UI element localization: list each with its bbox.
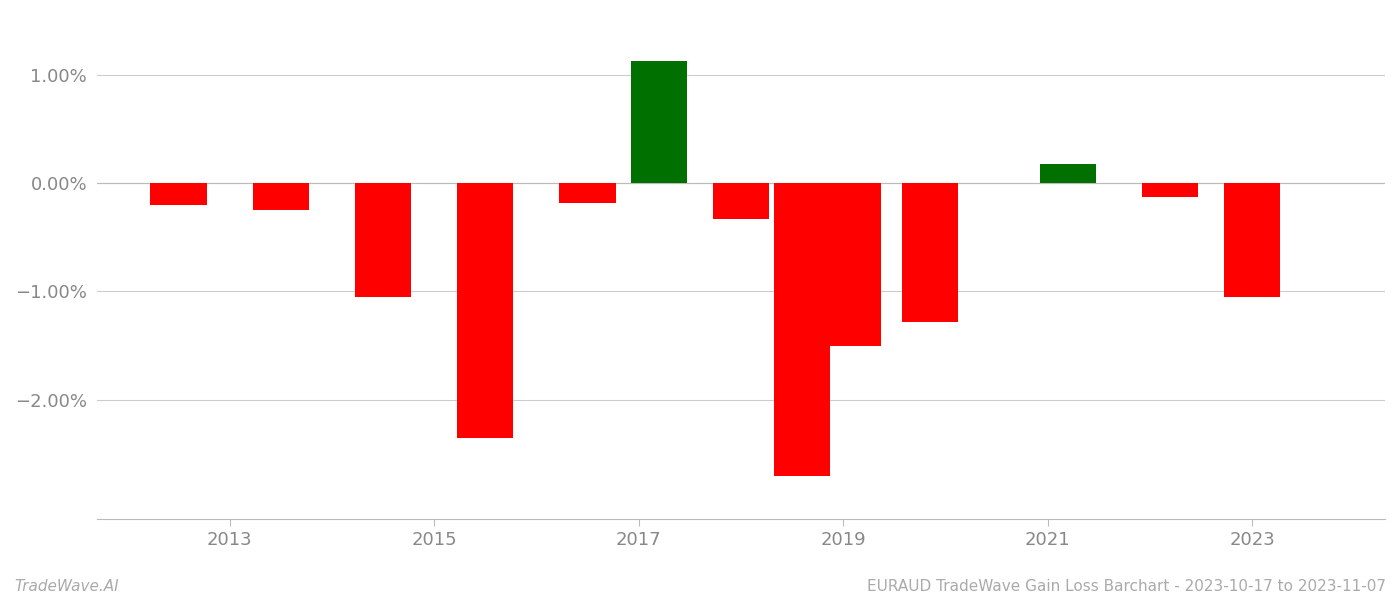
Bar <box>713 183 769 219</box>
Bar <box>560 183 616 203</box>
Bar <box>354 183 412 297</box>
Bar <box>252 183 309 210</box>
Bar <box>631 61 687 183</box>
Bar <box>774 183 830 476</box>
Text: TradeWave.AI: TradeWave.AI <box>14 579 119 594</box>
Bar <box>902 183 958 322</box>
Bar <box>458 183 514 438</box>
Bar <box>1224 183 1280 297</box>
Bar <box>150 183 207 205</box>
Bar <box>1142 183 1198 197</box>
Bar <box>825 183 882 346</box>
Bar <box>1040 164 1096 183</box>
Text: EURAUD TradeWave Gain Loss Barchart - 2023-10-17 to 2023-11-07: EURAUD TradeWave Gain Loss Barchart - 20… <box>867 579 1386 594</box>
